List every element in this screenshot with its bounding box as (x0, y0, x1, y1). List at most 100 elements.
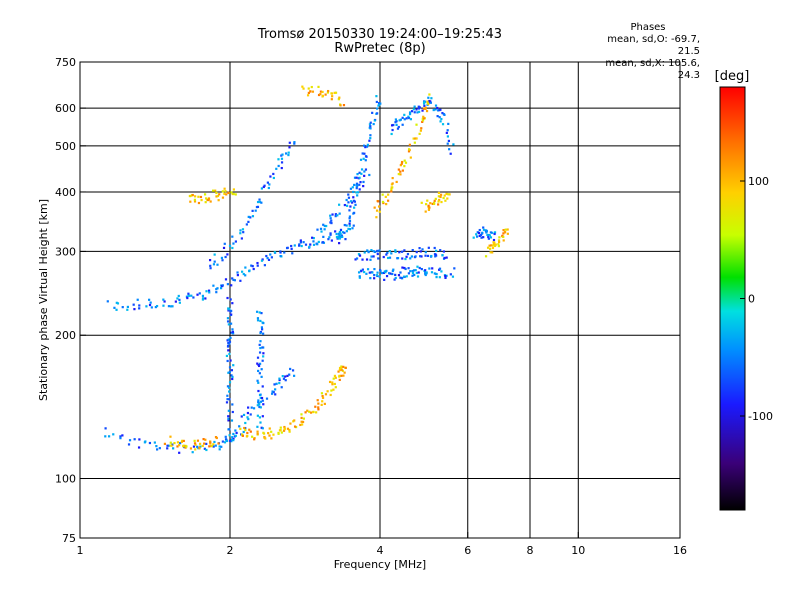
data-point-X (427, 208, 431, 211)
data-point-X (340, 368, 343, 371)
data-point-O (415, 108, 418, 111)
data-point-O (328, 236, 331, 239)
data-point-O (367, 251, 370, 254)
data-point-X (337, 98, 340, 101)
data-point-O (208, 259, 212, 262)
data-point-O (405, 255, 408, 258)
data-point-X (431, 202, 434, 205)
data-point-X (178, 444, 181, 447)
data-point-O (231, 330, 234, 333)
data-point-O (387, 272, 391, 275)
data-point-O (408, 112, 412, 116)
data-point-X (241, 433, 244, 436)
data-point-O (344, 238, 347, 241)
data-point-O (337, 232, 341, 235)
data-point-O (411, 249, 414, 252)
data-point-O (401, 116, 404, 119)
data-point-O (227, 341, 230, 345)
data-point-O (232, 364, 235, 367)
data-point-O (196, 293, 199, 296)
data-point-O (322, 235, 325, 238)
data-point-X (375, 216, 378, 219)
data-point-O (298, 244, 301, 247)
data-point-X (338, 374, 341, 377)
data-point-X (390, 188, 393, 191)
data-point-O (299, 239, 302, 242)
data-point-O (355, 187, 358, 190)
data-point-X (332, 377, 335, 380)
data-point-O (136, 298, 139, 301)
data-point-O (376, 271, 379, 274)
data-point-X (421, 119, 425, 122)
data-point-O (375, 274, 379, 277)
data-point-O (329, 221, 332, 224)
data-point-O (343, 231, 346, 234)
data-point-O (257, 369, 260, 373)
data-point-O (394, 276, 397, 280)
data-point-O (375, 100, 378, 104)
data-point-X (169, 435, 172, 438)
data-point-O (409, 118, 413, 121)
data-point-O (155, 445, 158, 448)
data-point-X (180, 440, 183, 443)
data-point-O (436, 115, 439, 118)
data-point-O (220, 256, 224, 260)
data-point-O (229, 298, 232, 301)
data-point-O (153, 441, 156, 444)
data-point-O (376, 107, 379, 110)
data-point-X (267, 432, 270, 435)
data-point-O (441, 123, 445, 126)
data-point-X (288, 428, 291, 432)
colorbar-tick-label: 0 (748, 293, 755, 306)
data-point-O (441, 111, 444, 115)
data-point-O (416, 275, 420, 278)
data-point-O (430, 97, 433, 100)
data-point-O (478, 234, 481, 237)
data-point-O (389, 272, 392, 275)
data-point-O (341, 231, 344, 234)
data-point-O (442, 250, 446, 253)
data-point-O (327, 238, 330, 241)
axes: 1 2 4 6 8 10 16 75 100 200 300 400 500 600 750 (55, 56, 687, 557)
data-point-O (263, 184, 266, 187)
data-point-X (251, 435, 254, 438)
data-point-O (148, 303, 152, 307)
data-point-O (291, 369, 295, 372)
data-point-O (368, 139, 371, 142)
data-point-X (317, 85, 320, 88)
data-point-O (347, 193, 350, 196)
data-point-O (148, 298, 151, 301)
data-point-O (119, 435, 122, 438)
data-point-X (283, 425, 286, 429)
data-point-O (228, 398, 231, 401)
data-point-O (227, 419, 230, 422)
data-point-O (475, 233, 478, 236)
data-point-X (302, 417, 306, 420)
data-point-O (229, 322, 233, 325)
data-point-O (479, 233, 483, 237)
data-point-O (261, 258, 264, 261)
data-point-X (300, 420, 303, 423)
data-point-O (119, 437, 122, 440)
phase-legend-x: mean, sd,X: 105.6, 24.3 (605, 58, 700, 81)
data-point-O (148, 441, 152, 445)
data-point-O (482, 236, 485, 239)
data-point-O (234, 240, 237, 243)
data-point-O (363, 144, 366, 147)
data-point-O (260, 312, 263, 315)
data-point-O (449, 273, 452, 276)
data-point-X (182, 444, 185, 447)
data-point-O (453, 267, 456, 270)
data-point-O (388, 249, 391, 253)
data-point-X (429, 202, 432, 205)
data-point-O (348, 209, 351, 212)
data-point-O (174, 300, 177, 303)
data-point-O (257, 399, 260, 402)
data-point-O (403, 249, 406, 252)
data-point-O (104, 435, 107, 438)
data-point-O (201, 297, 205, 300)
data-point-X (317, 408, 320, 411)
data-point-X (169, 444, 172, 447)
data-point-O (221, 440, 224, 443)
data-point-X (193, 200, 197, 203)
